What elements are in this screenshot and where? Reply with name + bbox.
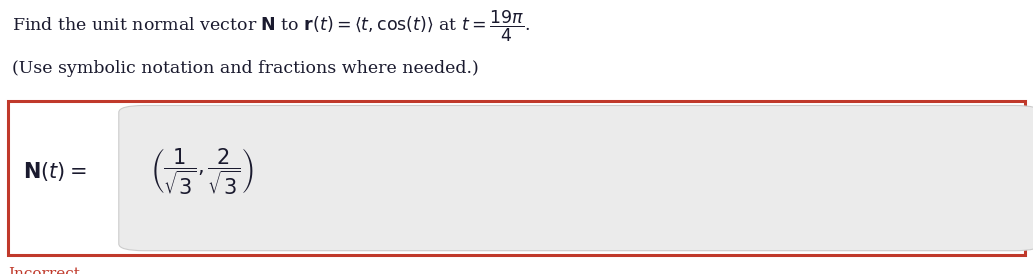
FancyBboxPatch shape (8, 101, 1025, 255)
Text: $\left( \dfrac{1}{\sqrt{3}},\dfrac{2}{\sqrt{3}} \right)$: $\left( \dfrac{1}{\sqrt{3}},\dfrac{2}{\s… (150, 146, 254, 197)
Text: Find the unit normal vector $\mathbf{N}$ to $\mathbf{r}(t) = \langle t,\cos(t)\r: Find the unit normal vector $\mathbf{N}$… (12, 8, 531, 44)
Text: Incorrect: Incorrect (8, 267, 81, 274)
Text: $\mathbf{N}(\mathit{t}) =$: $\mathbf{N}(\mathit{t}) =$ (23, 160, 86, 183)
FancyBboxPatch shape (119, 105, 1033, 251)
Text: (Use symbolic notation and fractions where needed.): (Use symbolic notation and fractions whe… (12, 60, 479, 77)
